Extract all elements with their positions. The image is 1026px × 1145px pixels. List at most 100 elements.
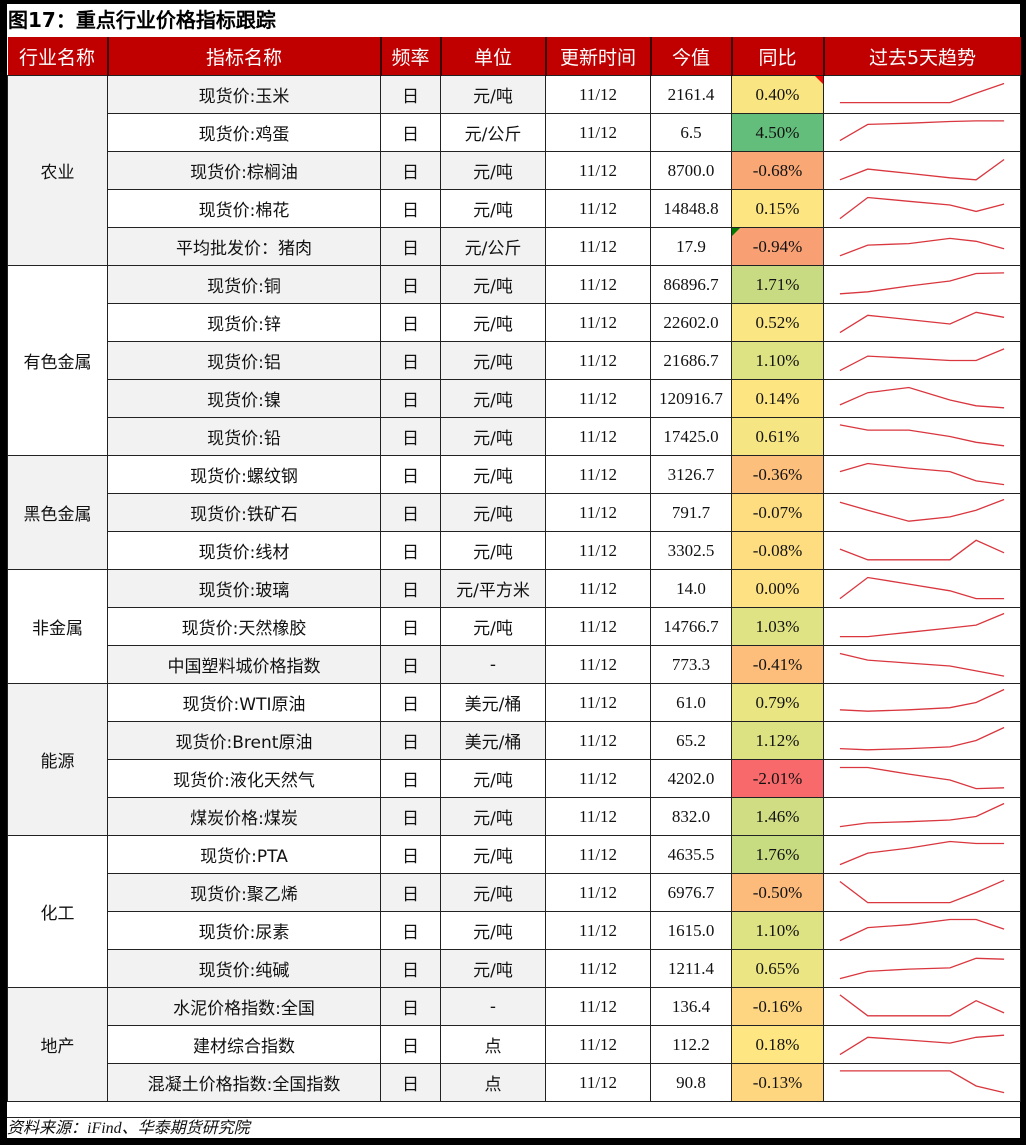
table-row: 现货价:线材日元/吨 11/12 3302.5 -0.08% bbox=[8, 531, 1021, 570]
frequency-cell: 日 bbox=[380, 835, 441, 874]
update-time-cell: 11/12 bbox=[545, 417, 651, 456]
yoy-value: -0.08% bbox=[752, 540, 803, 560]
yoy-value: -0.13% bbox=[752, 1072, 803, 1092]
update-time-cell: 11/12 bbox=[545, 455, 651, 494]
industry-cell: 有色金属 bbox=[7, 265, 108, 456]
table-body: 农业 现货价:玉米日元/吨 11/12 2161.4 0.40% 现货价:鸡蛋日元/公斤 1… bbox=[7, 75, 1021, 1102]
sparkline-chart bbox=[839, 462, 1005, 486]
frequency-cell: 日 bbox=[380, 569, 441, 608]
figure-title: 图17：重点行业价格指标跟踪 bbox=[8, 8, 276, 32]
unit-cell: 元/吨 bbox=[440, 759, 546, 798]
yoy-cell: -0.07% bbox=[731, 493, 824, 532]
unit-cell: 元/吨 bbox=[440, 417, 546, 456]
error-indicator-icon[interactable] bbox=[732, 228, 740, 236]
yoy-value: -0.68% bbox=[752, 160, 803, 180]
yoy-value: -2.01% bbox=[752, 768, 803, 788]
current-value-cell: 1211.4 bbox=[650, 949, 732, 988]
trend-sparkline-cell bbox=[823, 493, 1021, 532]
unit-cell: 元/吨 bbox=[440, 75, 546, 114]
update-time-cell: 11/12 bbox=[545, 645, 651, 684]
sparkline-chart bbox=[839, 82, 1005, 104]
table-row: 能源 现货价:WTI原油日美元/桶 11/12 61.0 0.79% bbox=[7, 683, 1021, 836]
sparkline-chart bbox=[839, 272, 1005, 295]
trend-sparkline-cell bbox=[823, 189, 1021, 228]
industry-cell: 能源 bbox=[7, 683, 108, 836]
indicator-name-cell: 现货价:WTI原油 bbox=[107, 683, 381, 722]
table-row: 中国塑料城价格指数日 -11/12 773.3 -0.41% bbox=[8, 645, 1021, 684]
sparkline-chart bbox=[839, 726, 1005, 751]
yoy-cell: 0.79% bbox=[731, 683, 824, 722]
current-value-cell: 8700.0 bbox=[650, 151, 732, 190]
unit-cell: 元/公斤 bbox=[440, 113, 546, 152]
update-time-cell: 11/12 bbox=[545, 379, 651, 418]
table-row: 现货价:纯碱日元/吨 11/12 1211.4 0.65% bbox=[8, 949, 1021, 988]
yoy-value: 0.79% bbox=[755, 692, 800, 712]
yoy-cell: 1.12% bbox=[731, 721, 824, 760]
frequency-cell: 日 bbox=[380, 379, 441, 418]
indicator-name-cell: 现货价:镍 bbox=[107, 379, 381, 418]
indicator-name-cell: 水泥价格指数:全国 bbox=[107, 987, 381, 1026]
update-time-cell: 11/12 bbox=[545, 607, 651, 646]
sparkline-chart bbox=[839, 237, 1005, 257]
yoy-cell: -0.94% bbox=[731, 227, 824, 266]
yoy-cell: 0.52% bbox=[731, 303, 824, 342]
indicator-name-cell: 现货价:棉花 bbox=[107, 189, 381, 228]
unit-cell: 元/吨 bbox=[440, 189, 546, 228]
header-update-time: 更新时间 bbox=[544, 37, 652, 76]
frequency-cell: 日 bbox=[380, 797, 441, 836]
indicator-name-cell: 现货价:天然橡胶 bbox=[107, 607, 381, 646]
table-row: 现货价:铝日元/吨 11/12 21686.7 1.10% bbox=[8, 341, 1021, 380]
frequency-cell: 日 bbox=[380, 873, 441, 912]
trend-sparkline-cell bbox=[823, 911, 1021, 950]
frequency-cell: 日 bbox=[380, 721, 441, 760]
frequency-cell: 日 bbox=[380, 493, 441, 532]
yoy-cell: 0.00% bbox=[731, 569, 824, 608]
yoy-value: 0.65% bbox=[755, 958, 800, 978]
current-value-cell: 791.7 bbox=[650, 493, 732, 532]
update-time-cell: 11/12 bbox=[545, 303, 651, 342]
unit-cell: 元/吨 bbox=[440, 797, 546, 836]
frequency-cell: 日 bbox=[380, 1063, 441, 1102]
current-value-cell: 22602.0 bbox=[650, 303, 732, 342]
sparkline-chart bbox=[839, 802, 1005, 828]
table-row: 有色金属 现货价:铜日元/吨 11/12 86896.7 1.71% bbox=[7, 265, 1021, 456]
yoy-cell: -0.13% bbox=[731, 1063, 824, 1102]
header-frequency: 频率 bbox=[379, 37, 442, 76]
unit-cell: 点 bbox=[440, 1025, 546, 1064]
yoy-value: -0.94% bbox=[752, 236, 803, 256]
table-row: 现货价:锌日元/吨 11/12 22602.0 0.52% bbox=[8, 303, 1021, 342]
table-row: 农业 现货价:玉米日元/吨 11/12 2161.4 0.40% bbox=[7, 75, 1021, 266]
current-value-cell: 3302.5 bbox=[650, 531, 732, 570]
unit-cell: 元/吨 bbox=[440, 265, 546, 304]
sparkline-chart bbox=[839, 120, 1005, 142]
indicator-name-cell: 现货价:聚乙烯 bbox=[107, 873, 381, 912]
indicator-name-cell: 中国塑料城价格指数 bbox=[107, 645, 381, 684]
frequency-cell: 日 bbox=[380, 607, 441, 646]
current-value-cell: 773.3 bbox=[650, 645, 732, 684]
trend-sparkline-cell bbox=[823, 151, 1021, 190]
update-time-cell: 11/12 bbox=[545, 835, 651, 874]
yoy-value: 0.61% bbox=[755, 426, 800, 446]
update-time-cell: 11/12 bbox=[545, 949, 651, 988]
table-row: 现货价:尿素日元/吨 11/12 1615.0 1.10% bbox=[8, 911, 1021, 950]
trend-sparkline-cell bbox=[823, 303, 1021, 342]
industry-cell: 农业 bbox=[7, 75, 108, 266]
table-row: 现货价:鸡蛋日元/公斤 11/12 6.5 4.50% bbox=[8, 113, 1021, 152]
current-value-cell: 3126.7 bbox=[650, 455, 732, 494]
indicator-name-cell: 现货价:PTA bbox=[107, 835, 381, 874]
current-value-cell: 86896.7 bbox=[650, 265, 732, 304]
frequency-cell: 日 bbox=[380, 303, 441, 342]
comment-marker-icon[interactable] bbox=[815, 76, 823, 84]
indicator-name-cell: 现货价:玉米 bbox=[107, 75, 381, 114]
sparkline-chart bbox=[839, 424, 1005, 447]
sparkline-chart bbox=[839, 994, 1005, 1017]
table-row: 现货价:棕榈油日元/吨 11/12 8700.0 -0.68% bbox=[8, 151, 1021, 190]
table-row: 化工 现货价:PTA 日元/吨 11/12 4635.5 1.76% bbox=[7, 835, 1021, 988]
table-row: 现货价:镍日元/吨 11/12 120916.7 0.14% bbox=[8, 379, 1021, 418]
unit-cell: - bbox=[440, 645, 546, 684]
yoy-value: 0.15% bbox=[755, 198, 800, 218]
yoy-cell: 1.10% bbox=[731, 911, 824, 950]
update-time-cell: 11/12 bbox=[545, 113, 651, 152]
current-value-cell: 61.0 bbox=[650, 683, 732, 722]
header-industry: 行业名称 bbox=[7, 37, 109, 76]
